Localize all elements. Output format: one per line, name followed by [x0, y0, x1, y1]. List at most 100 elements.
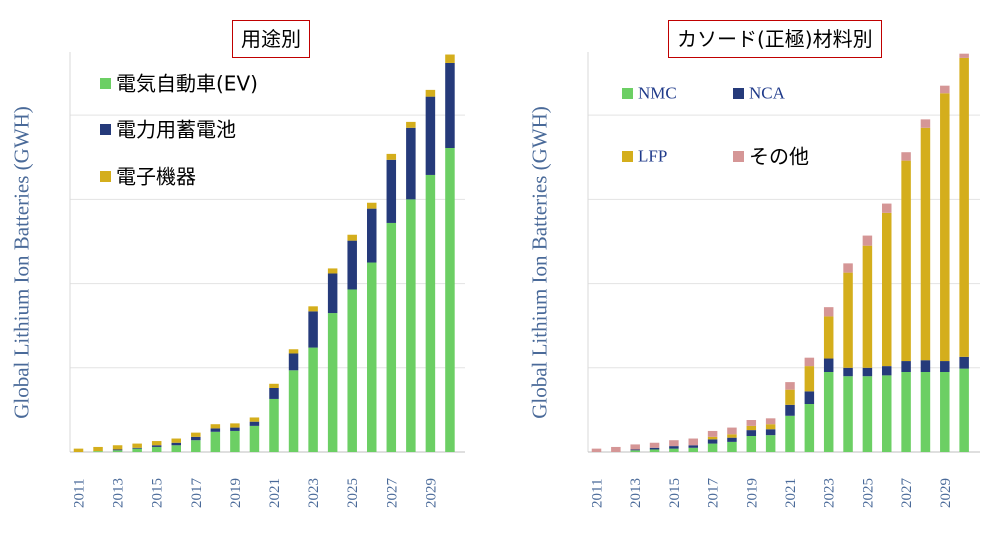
left-x-tick-label: 2011	[72, 479, 88, 508]
legend-label-storage: 電力用蓄電池	[116, 117, 236, 142]
right-bar-2022-series-1	[804, 391, 815, 404]
right-x-tick-label: 2029	[938, 478, 954, 508]
left-bar-2028-series-2	[406, 121, 416, 128]
left-bar-2023-series-0	[308, 347, 318, 452]
right-bar-2011-series-3	[591, 448, 602, 452]
left-bar-2021-series-2	[269, 383, 279, 388]
left-bar-2027-series-0	[386, 222, 397, 452]
left-bar-2020-series-2	[249, 417, 260, 422]
right-bar-2029-series-1	[940, 361, 950, 372]
right-bar-2018-series-3	[727, 427, 737, 435]
left-bar-2018-series-0	[210, 431, 221, 452]
right-bar-2015-series-1	[669, 446, 679, 449]
left-x-tick-label: 2015	[150, 478, 166, 508]
right-bar-2016-series-1	[688, 445, 698, 448]
left-bar-2022-series-2	[288, 349, 299, 354]
right-bar-2023-series-1	[823, 358, 834, 372]
left-bar-2025-series-0	[347, 289, 357, 452]
left-bar-2019-series-0	[230, 430, 240, 452]
right-bar-2025-series-2	[862, 245, 873, 368]
legend-item-nca: NCA	[733, 80, 785, 106]
legend-label-ev: 電気自動車(EV)	[116, 71, 258, 96]
legend-swatch-storage	[100, 124, 111, 135]
right-bar-2030-series-0	[959, 368, 969, 452]
right-bar-2023-series-3	[823, 307, 834, 317]
right-bar-2024-series-0	[843, 376, 853, 452]
right-bar-2028-series-1	[920, 360, 931, 372]
left-bar-2020-series-0	[249, 425, 260, 452]
right-bar-2013-series-1	[630, 449, 640, 451]
legend-item-ev: 電気自動車(EV)	[100, 70, 258, 96]
left-bar-2030-series-2	[445, 54, 455, 63]
legend-label-lfp: LFP	[638, 146, 668, 166]
legend-item-storage: 電力用蓄電池	[100, 116, 236, 142]
left-bar-2013-series-2	[112, 445, 123, 450]
right-bar-2027-series-1	[901, 361, 911, 372]
right-bar-2017-series-0	[707, 443, 718, 452]
right-bar-2027-series-0	[901, 372, 911, 452]
left-x-tick-label: 2029	[423, 478, 439, 508]
left-bar-2026-series-0	[367, 262, 377, 452]
right-bar-2026-series-2	[882, 212, 892, 367]
right-bar-2020-series-2	[765, 424, 776, 430]
legend-swatch-ev	[100, 78, 111, 89]
left-bar-2029-series-2	[425, 89, 436, 97]
left-bar-2015-series-1	[151, 445, 162, 447]
left-chart-title: 用途別	[232, 20, 310, 58]
left-bar-2028-series-0	[406, 199, 416, 452]
right-bar-2019-series-0	[746, 436, 757, 452]
left-bar-2017-series-1	[191, 436, 201, 441]
left-bar-2013-series-0	[112, 450, 123, 452]
right-bar-2028-series-2	[920, 127, 931, 361]
right-bar-2029-series-0	[940, 372, 950, 452]
right-bar-2027-series-2	[901, 160, 911, 362]
right-bar-2018-series-0	[727, 441, 737, 452]
left-bar-2030-series-0	[445, 148, 455, 452]
left-bar-2025-series-2	[347, 234, 357, 241]
legend-swatch-nmc	[622, 88, 633, 99]
left-bar-2029-series-0	[425, 174, 436, 452]
right-bar-2024-series-1	[843, 367, 853, 377]
left-bar-2014-series-2	[132, 443, 142, 448]
right-bar-2026-series-1	[882, 366, 892, 376]
legend-swatch-electronics	[100, 171, 111, 182]
right-bar-2030-series-3	[959, 53, 969, 58]
left-bar-2016-series-0	[171, 445, 181, 452]
right-x-tick-label: 2023	[822, 478, 838, 508]
right-bar-2027-series-3	[901, 152, 911, 161]
left-bar-2012-series-2	[93, 446, 103, 452]
left-bar-2021-series-1	[269, 388, 279, 399]
left-bar-2023-series-1	[308, 311, 318, 348]
right-bar-2021-series-2	[785, 389, 795, 405]
right-chart-title: カソード(正極)材料別	[668, 20, 882, 58]
right-bar-2017-series-2	[707, 436, 718, 440]
left-x-tick-label: 2013	[111, 478, 127, 508]
legend-swatch-other	[733, 151, 744, 162]
right-bar-2030-series-1	[959, 356, 969, 369]
left-x-tick-label: 2021	[267, 478, 283, 508]
right-bar-2029-series-2	[940, 93, 950, 362]
right-bar-2014-series-3	[649, 442, 660, 448]
left-x-tick-label: 2025	[345, 478, 361, 508]
right-x-tick-label: 2011	[590, 479, 606, 508]
legend-label-other: その他	[749, 144, 809, 169]
left-bar-2015-series-0	[151, 446, 162, 452]
right-x-tick-label: 2015	[667, 478, 683, 508]
legend-item-electronics: 電子機器	[100, 163, 196, 189]
right-bar-2021-series-1	[785, 404, 795, 416]
right-bar-2028-series-0	[920, 372, 931, 452]
left-x-tick-label: 2023	[306, 478, 322, 508]
left-bar-2011-series-2	[73, 448, 84, 452]
left-bar-2018-series-1	[210, 428, 221, 432]
right-bar-2023-series-2	[823, 316, 834, 359]
left-y-axis-label: Global Lithium Ion Batteries (GWH)	[9, 106, 34, 419]
right-bar-2018-series-2	[727, 434, 737, 438]
legend-label-nmc: NMC	[638, 83, 677, 103]
right-bar-2015-series-0	[669, 448, 679, 452]
right-bar-2016-series-3	[688, 438, 698, 446]
right-bar-2015-series-3	[669, 440, 679, 447]
legend-item-lfp: LFP	[622, 143, 667, 169]
right-bar-2020-series-1	[765, 429, 776, 436]
legend-item-nmc: NMC	[622, 80, 677, 106]
right-bar-2020-series-0	[765, 435, 776, 452]
